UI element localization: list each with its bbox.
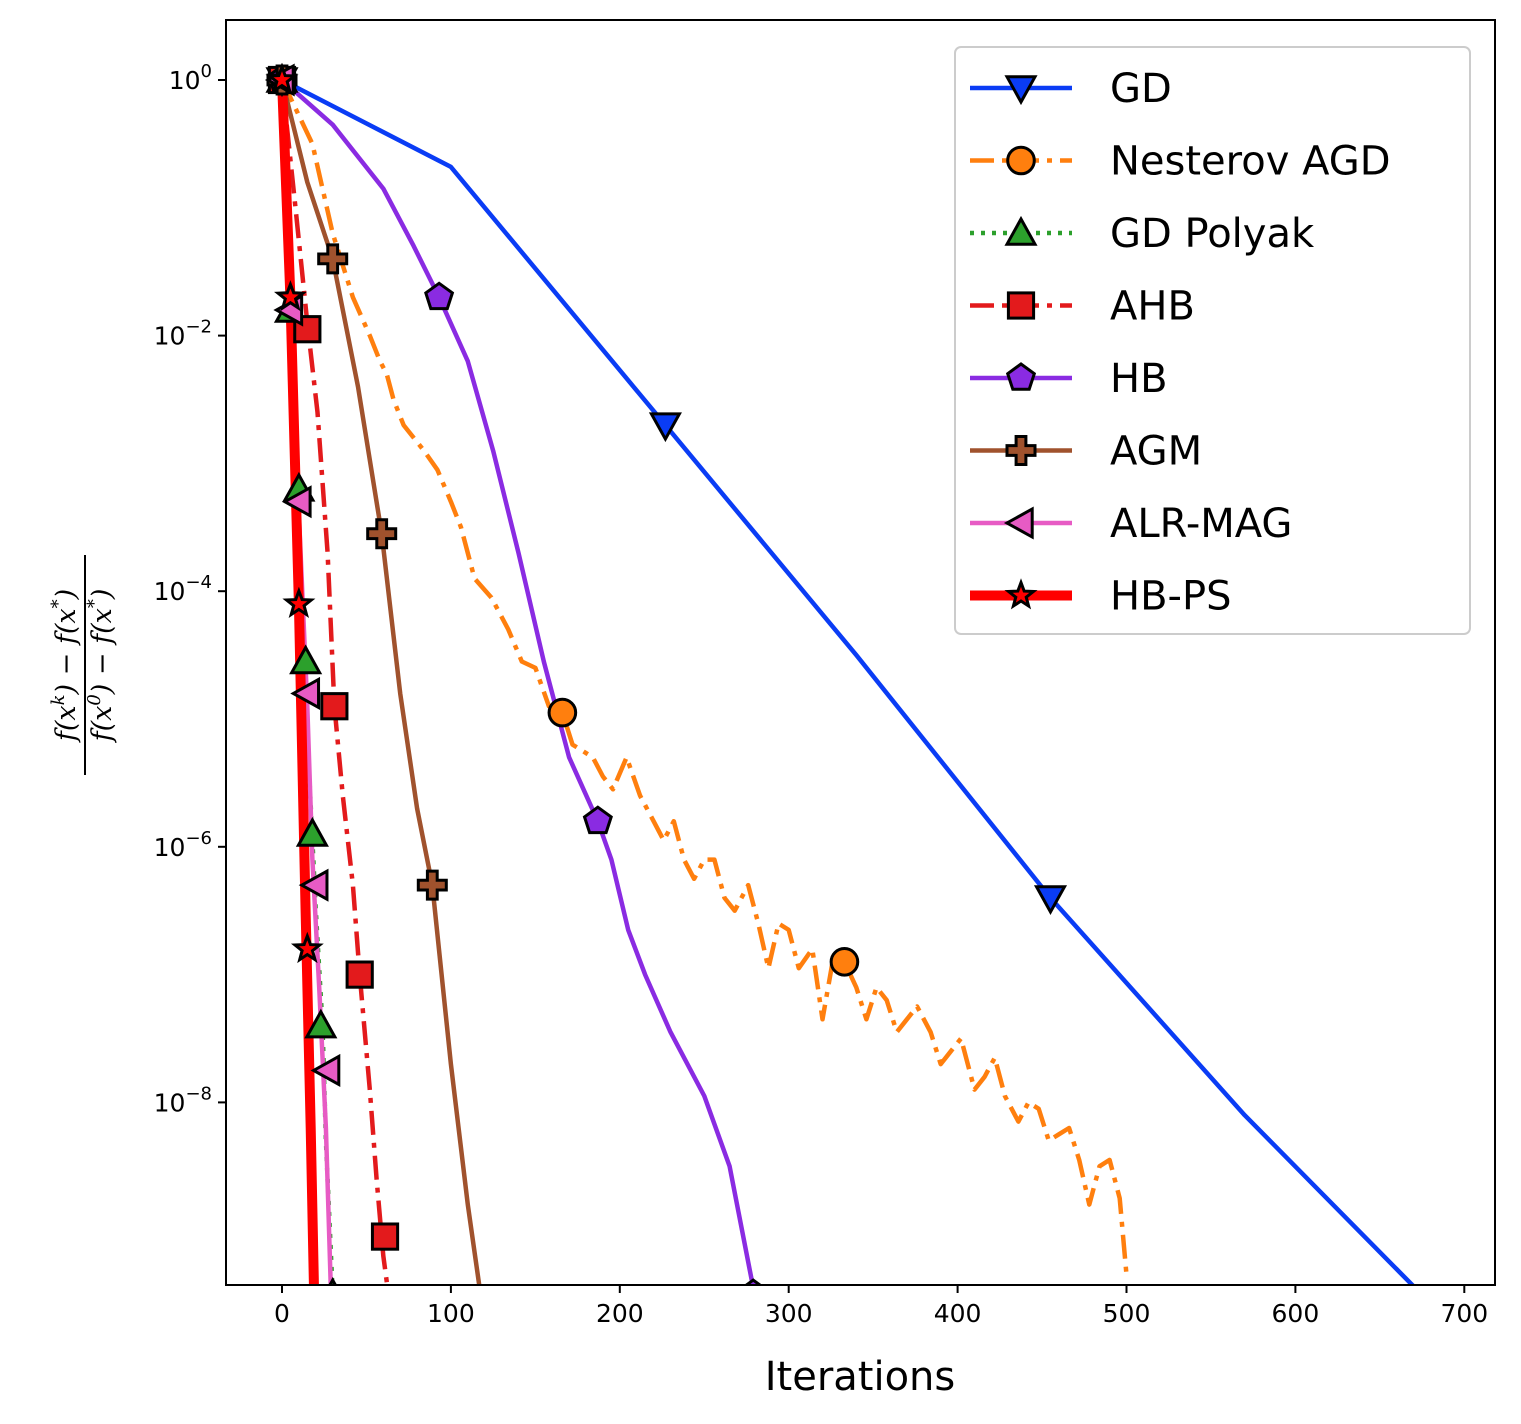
series-hbps bbox=[277, 79, 319, 1285]
y-axis: 100 10−2 10−4 10−6 10−8 bbox=[154, 61, 226, 1117]
x-tick-label: 300 bbox=[765, 1299, 813, 1328]
data-point-hb bbox=[582, 805, 613, 835]
legend-item-hb: HB bbox=[970, 356, 1168, 402]
legend-label-agm: AGM bbox=[1110, 429, 1202, 475]
legend-item-gd: GD bbox=[970, 66, 1172, 112]
x-tick-label: 100 bbox=[427, 1299, 475, 1328]
data-point-gdp bbox=[289, 644, 323, 675]
data-point-gd bbox=[1033, 885, 1068, 916]
legend-label-alr: ALR-MAG bbox=[1110, 501, 1292, 547]
series-line-hbps bbox=[277, 79, 319, 1285]
data-point-gd bbox=[648, 412, 682, 443]
series-line-nag bbox=[279, 79, 1129, 1276]
legend-label-gdp: GD Polyak bbox=[1110, 211, 1315, 257]
data-point-agm bbox=[366, 518, 398, 550]
legend-label-hbps: HB-PS bbox=[1110, 574, 1231, 620]
legend-box bbox=[954, 46, 1471, 635]
data-point-hb bbox=[424, 281, 455, 311]
legend-item-alr: ALR-MAG bbox=[970, 501, 1292, 547]
legend-item-gdp: GD Polyak bbox=[970, 211, 1315, 257]
legend-marker-gd bbox=[1004, 75, 1038, 106]
data-point-gdp bbox=[328, 1277, 338, 1285]
legend-item-agm: AGM bbox=[970, 429, 1202, 475]
data-point-gdp bbox=[295, 816, 329, 847]
y-tick-label: 10−4 bbox=[154, 572, 212, 606]
series-gd bbox=[280, 77, 1416, 1285]
data-point-alr bbox=[310, 1053, 341, 1087]
legend-marker-ahb bbox=[1006, 291, 1036, 320]
series-layer bbox=[264, 62, 1416, 1285]
y-tick-label: 10−8 bbox=[154, 1083, 212, 1117]
legend-item-ahb: AHB bbox=[970, 284, 1195, 330]
data-point-gdp bbox=[304, 1008, 338, 1039]
legend-marker-gdp bbox=[1004, 215, 1038, 246]
legend-marker-nag bbox=[1006, 145, 1036, 176]
data-point-alr bbox=[281, 485, 312, 519]
x-axis-label: Iterations bbox=[765, 1354, 956, 1400]
legend-item-nag: Nesterov AGD bbox=[970, 139, 1391, 185]
series-nag bbox=[279, 79, 1129, 1276]
y-axis-label: f(xk) − f(x*) f(x0) − f(x*) bbox=[48, 555, 118, 775]
x-axis: 0 100 200 300 400 500 600 700 bbox=[274, 1285, 1488, 1328]
y-axis-label-numerator: f(xk) − f(x*) bbox=[48, 589, 82, 743]
y-axis-label-denominator: f(x0) − f(x*) bbox=[84, 589, 118, 744]
data-point-nag bbox=[547, 697, 578, 728]
x-tick-label: 400 bbox=[934, 1299, 982, 1328]
y-tick-label: 10−6 bbox=[154, 828, 212, 862]
legend-marker-agm bbox=[1005, 435, 1037, 466]
series-line-gd bbox=[280, 77, 1416, 1285]
x-tick-label: 700 bbox=[1440, 1299, 1488, 1328]
y-tick-label: 10−2 bbox=[154, 317, 212, 351]
data-point-hbps bbox=[274, 280, 307, 312]
legend: GD Nesterov AGD GD Polyak AHB HB AGM ALR-MAG HB… bbox=[954, 46, 1471, 635]
x-tick-label: 600 bbox=[1272, 1299, 1320, 1328]
legend-label-ahb: AHB bbox=[1110, 284, 1195, 330]
data-point-agm bbox=[416, 869, 448, 901]
legend-label-nag: Nesterov AGD bbox=[1110, 139, 1391, 185]
x-tick-label: 500 bbox=[1103, 1299, 1151, 1328]
data-point-hbps bbox=[282, 586, 316, 618]
data-point-hbps bbox=[265, 62, 299, 94]
markers-hbps bbox=[265, 62, 324, 964]
x-tick-label: 200 bbox=[596, 1299, 644, 1328]
data-point-ahb bbox=[320, 692, 349, 721]
data-point-alr bbox=[290, 676, 321, 710]
data-point-nag bbox=[829, 947, 860, 977]
series-line-agm bbox=[279, 79, 482, 1285]
legend-marker-hbps bbox=[1004, 578, 1038, 610]
data-point-hbps bbox=[290, 931, 324, 964]
data-point-ahb bbox=[345, 960, 374, 989]
x-tick-label: 0 bbox=[274, 1299, 290, 1328]
legend-item-hbps: HB-PS bbox=[970, 574, 1231, 620]
series-agm bbox=[279, 79, 482, 1285]
data-point-alr bbox=[298, 868, 329, 902]
data-point-agm bbox=[317, 243, 349, 275]
legend-marker-hb bbox=[1005, 362, 1037, 391]
plot-frame bbox=[225, 19, 1496, 1286]
data-point-ahb bbox=[370, 1222, 400, 1251]
legend-label-hb: HB bbox=[1110, 356, 1168, 402]
y-tick-label: 100 bbox=[169, 61, 212, 95]
data-point-hb bbox=[743, 1278, 763, 1285]
legend-marker-alr bbox=[1003, 506, 1034, 540]
legend-label-gd: GD bbox=[1110, 66, 1172, 112]
